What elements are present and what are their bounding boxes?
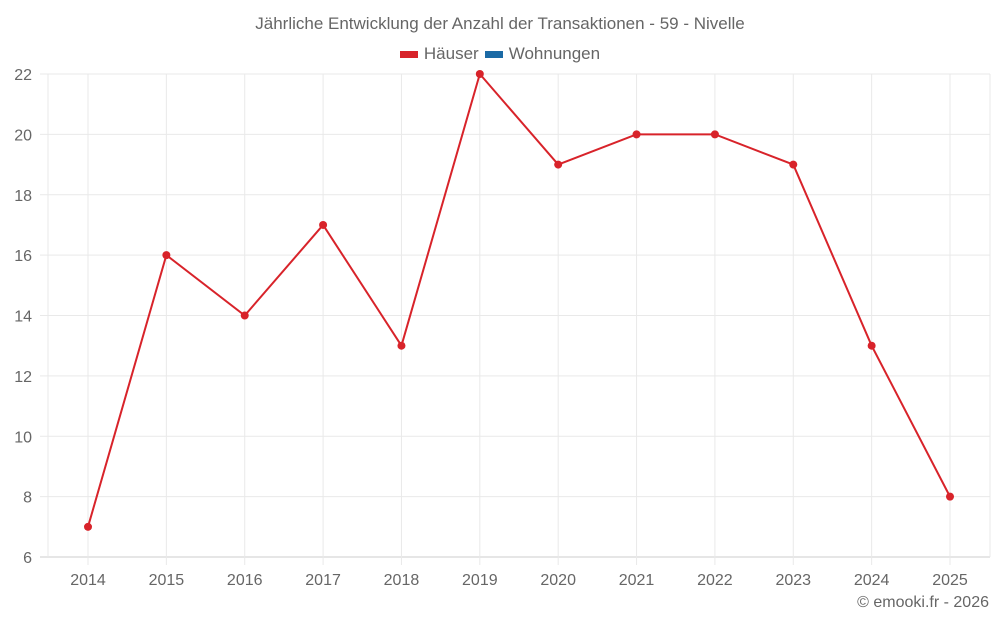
- data-point[interactable]: [710, 130, 719, 139]
- x-tick-label: 2020: [540, 572, 576, 589]
- x-tick-label: 2016: [227, 572, 263, 589]
- y-tick-label: 22: [14, 67, 32, 84]
- data-point[interactable]: [946, 492, 954, 501]
- chart-title: Jährliche Entwicklung der Anzahl der Tra…: [255, 14, 745, 33]
- x-tick-label: 2024: [854, 572, 890, 589]
- y-tick-label: 10: [14, 429, 32, 446]
- data-point[interactable]: [554, 160, 563, 169]
- copyright-credit: © emooki.fr - 2026: [857, 594, 989, 611]
- y-tick-label: 8: [23, 490, 32, 507]
- data-point[interactable]: [867, 341, 876, 350]
- legend-swatch-icon: [399, 50, 418, 58]
- data-point[interactable]: [162, 251, 171, 260]
- x-tick-label: 2014: [70, 572, 106, 589]
- y-tick-label: 6: [23, 550, 32, 567]
- x-tick-label: 2017: [305, 572, 341, 589]
- legend-label: Wohnungen: [508, 44, 601, 63]
- x-tick-label: 2022: [697, 572, 733, 589]
- data-point[interactable]: [397, 341, 406, 350]
- series-line: [87, 71, 951, 528]
- x-tick-label: 2019: [462, 572, 498, 589]
- data-point[interactable]: [475, 70, 484, 78]
- data-point[interactable]: [240, 311, 249, 320]
- legend-item-wohnungen[interactable]: Wohnungen: [484, 44, 601, 64]
- x-tick-label: 2025: [932, 572, 968, 589]
- y-tick-label: 16: [14, 248, 32, 265]
- y-tick-label: 14: [14, 309, 32, 326]
- y-tick-label: 18: [14, 188, 32, 205]
- legend-item-haeuser[interactable]: Häuser: [399, 44, 479, 64]
- x-tick-label: 2023: [775, 572, 811, 589]
- data-point[interactable]: [632, 130, 641, 139]
- data-point[interactable]: [789, 160, 798, 169]
- x-tick-label: 2015: [149, 572, 185, 589]
- legend-swatch-icon: [484, 50, 503, 58]
- x-tick-label: 2021: [619, 572, 655, 589]
- legend-label: Häuser: [423, 44, 479, 63]
- x-tick-label: 2018: [384, 572, 420, 589]
- data-point[interactable]: [84, 522, 92, 531]
- y-tick-label: 20: [14, 127, 32, 144]
- data-point[interactable]: [319, 220, 328, 229]
- y-tick-label: 12: [14, 369, 32, 386]
- chart-legend: Häuser Wohnungen: [0, 44, 1000, 64]
